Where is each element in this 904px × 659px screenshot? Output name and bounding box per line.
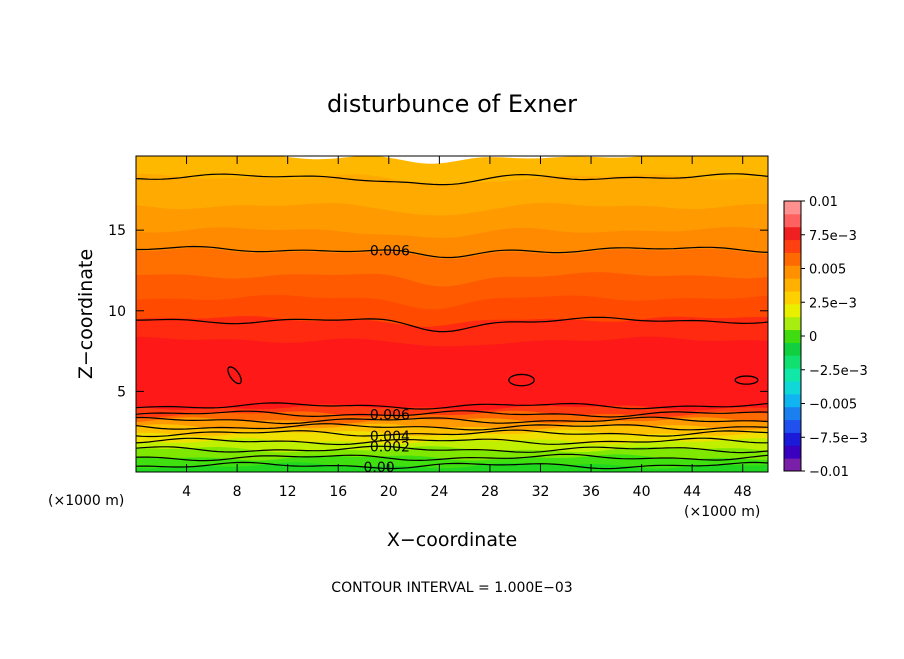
colorbar-segment: [784, 278, 801, 292]
colorbar-segment: [784, 342, 801, 356]
contour-label: 0.00: [364, 460, 395, 476]
contour-band: [136, 462, 768, 472]
colorbar-segment: [784, 329, 801, 343]
contour-line: [136, 410, 768, 418]
contour-line: [136, 245, 768, 259]
x-axis-ticks: 4 8 12 16 20 24 28 32 36 40 44 48: [182, 156, 752, 500]
x-unit-right: (×1000 m): [684, 504, 760, 520]
colorbar-segment: [784, 252, 801, 266]
colorbar-segment: [784, 393, 801, 408]
colorbar-segment: [784, 201, 801, 215]
x-tick-label: 16: [329, 484, 347, 500]
contour-lines: [136, 173, 768, 470]
contour-line: [136, 429, 768, 438]
x-tick-label: 36: [582, 484, 600, 500]
colorbar-segment: [784, 239, 801, 253]
x-axis-title: X−coordinate: [387, 529, 517, 551]
contour-line: [136, 461, 768, 470]
colorbar-segment: [784, 265, 801, 279]
x-tick-label: 8: [233, 484, 242, 500]
colorbar-label: −7.5e−3: [809, 431, 868, 446]
closed-contour: [508, 373, 535, 387]
contour-line: [136, 453, 768, 462]
contour-label: 0.006: [370, 408, 410, 424]
plot-area: [136, 156, 768, 472]
closed-contour: [227, 366, 242, 385]
y-axis-title: Z−coordinate: [75, 249, 97, 379]
colorbar-segment: [784, 406, 801, 421]
y-axis-ticks: 5 10 15: [108, 223, 768, 400]
x-tick-label: 4: [182, 484, 191, 500]
colorbar-segment: [784, 445, 801, 459]
x-tick-label: 20: [380, 484, 398, 500]
x-tick-label: 28: [481, 484, 499, 500]
contour-label: 0.006: [370, 244, 410, 260]
contour-line: [136, 437, 768, 446]
colorbar-segment: [784, 458, 801, 472]
colorbar-segment: [784, 213, 801, 228]
colorbar-segment: [784, 291, 801, 305]
colorbar-label: −0.005: [809, 398, 857, 413]
closed-contour: [734, 375, 759, 385]
colorbar-labels: 0.01 7.5e−3 0.005 2.5e−3 0 −2.5e−3 −0.005 −7.5e…: [801, 195, 868, 480]
colorbar-segment: [784, 355, 801, 369]
x-tick-label: 44: [683, 484, 701, 500]
x-tick-label: 40: [633, 484, 651, 500]
y-tick-label: 5: [117, 384, 126, 400]
colorbar-label: 0.01: [809, 195, 838, 210]
chart-title: disturbunce of Exner: [327, 90, 577, 118]
colorbar-label: −0.01: [809, 465, 849, 480]
contour-interval-note: CONTOUR INTERVAL = 1.000E−03: [331, 580, 572, 596]
colorbar-segment: [784, 381, 801, 395]
colorbar-segment: [784, 316, 801, 331]
colorbar-segment: [784, 419, 801, 433]
colorbar-segment: [784, 368, 801, 382]
x-tick-label: 48: [734, 484, 752, 500]
colorbar-label: 0: [809, 330, 817, 345]
colorbar-label: 0.005: [809, 263, 846, 278]
colorbar-segment: [784, 226, 801, 241]
contour-line: [136, 445, 768, 454]
contour-line: [136, 416, 768, 425]
x-tick-label: 32: [532, 484, 550, 500]
colorbar: [783, 200, 802, 472]
contour-line: [136, 316, 768, 333]
plot-frame: [135, 155, 769, 473]
contour-label: 0.002: [370, 439, 410, 455]
contour-line: [136, 423, 768, 431]
colorbar-label: 7.5e−3: [809, 229, 857, 244]
colorbar-label: 2.5e−3: [809, 296, 857, 311]
contour-label: 0.004: [370, 429, 410, 445]
colorbar-label: −2.5e−3: [809, 364, 868, 379]
colorbar-segment: [784, 432, 801, 446]
x-unit-left: (×1000 m): [48, 493, 124, 509]
colorbar-segment: [784, 303, 801, 318]
y-tick-label: 10: [108, 304, 126, 320]
x-tick-label: 24: [430, 484, 448, 500]
x-tick-label: 12: [279, 484, 297, 500]
contour-line: [136, 173, 768, 186]
y-tick-label: 15: [108, 223, 126, 239]
contour-line: [136, 402, 768, 410]
